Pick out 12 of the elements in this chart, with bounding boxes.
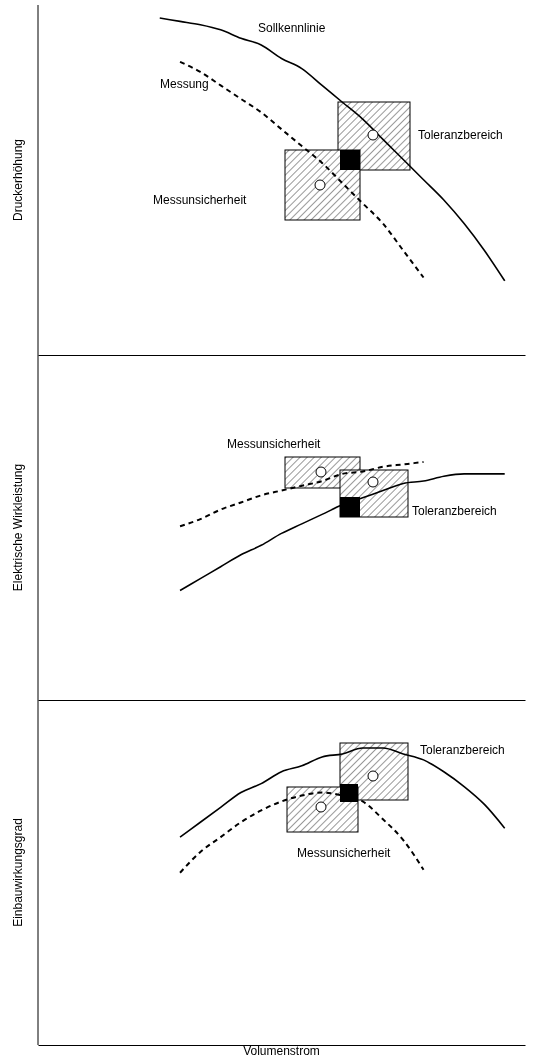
annotation: Toleranzbereich (420, 743, 505, 757)
y-axis-title: Druckerhöhung (11, 138, 25, 222)
y-axis-title: Elektrische Wirkleistung (11, 463, 25, 592)
annotation: Toleranzbereich (418, 128, 503, 142)
series-label: Messung (160, 77, 209, 91)
series-label: Sollkennlinie (258, 21, 326, 35)
text: Messunsicherheit (227, 437, 322, 451)
annotation: Toleranzbereich (412, 504, 497, 518)
y-axis-title: Einbauwirkungsgrad (11, 818, 25, 927)
annotation: Messunsicherheit (297, 846, 392, 860)
annotation: Messunsicherheit (153, 193, 248, 207)
x-axis-title: Volumenstrom (243, 1044, 320, 1058)
